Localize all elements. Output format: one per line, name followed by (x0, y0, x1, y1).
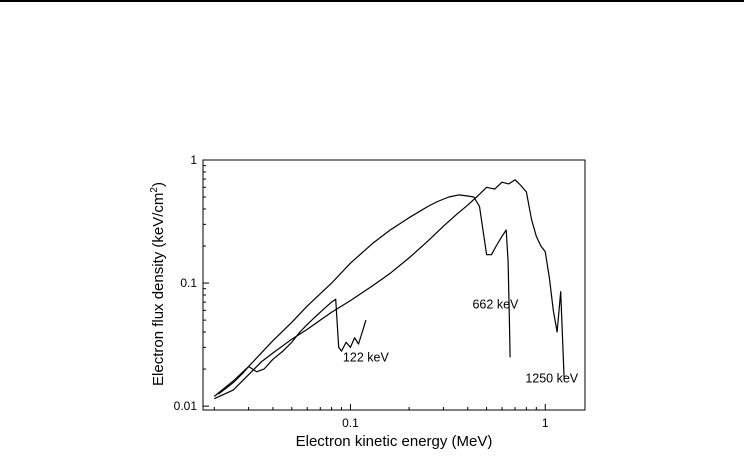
y-axis-label: Electron flux density (keV/cm2) (149, 182, 167, 386)
y-axis-label-main: Electron flux density (keV/cm (150, 193, 167, 386)
x-tick-label: 1 (542, 416, 549, 430)
top-rule (0, 0, 744, 2)
peak-annotation: 122 keV (343, 351, 390, 365)
axis-ticks: 0.1 1 0.01 0.1 1 (174, 153, 549, 430)
y-tick-label: 0.1 (180, 276, 197, 290)
annotations: 122 keV 662 keV 1250 keV (343, 298, 579, 386)
series-line-1 (213, 194, 511, 397)
data-curves (213, 179, 565, 400)
peak-annotation: 1250 keV (525, 372, 578, 386)
y-axis-label-close: ) (150, 182, 167, 187)
y-axis-label-superscript: 2 (149, 187, 160, 193)
series-line-3 (218, 298, 367, 395)
y-tick-label: 1 (190, 153, 197, 167)
x-axis-label: Electron kinetic energy (MeV) (296, 433, 493, 450)
peak-annotation: 662 keV (472, 298, 519, 312)
x-tick-label: 0.1 (342, 416, 359, 430)
series-line-2 (214, 179, 565, 400)
plot-frame (202, 159, 586, 411)
y-tick-label: 0.01 (174, 399, 198, 413)
